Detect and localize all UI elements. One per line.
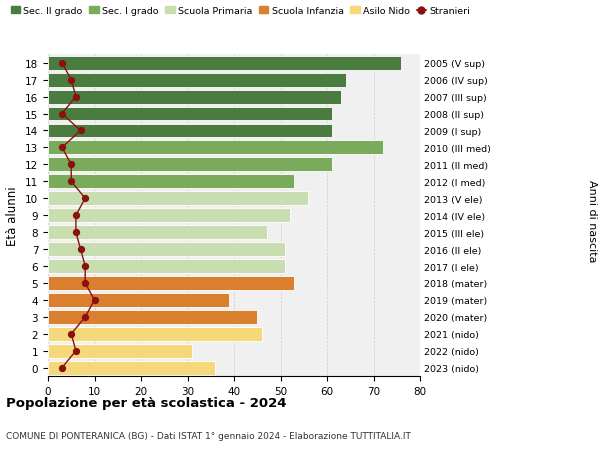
Point <box>80 280 90 287</box>
Text: Popolazione per età scolastica - 2024: Popolazione per età scolastica - 2024 <box>6 396 287 409</box>
Point <box>71 229 81 236</box>
Bar <box>48 141 383 155</box>
Bar <box>48 124 332 138</box>
Point <box>76 128 85 135</box>
Point <box>67 330 76 338</box>
Bar <box>48 158 332 172</box>
Point <box>57 145 67 152</box>
Bar <box>48 56 401 71</box>
Point <box>80 263 90 270</box>
Bar <box>48 259 285 274</box>
Bar <box>48 276 295 290</box>
Bar <box>48 310 257 324</box>
Point <box>57 60 67 67</box>
Point <box>67 77 76 84</box>
Legend: Sec. II grado, Sec. I grado, Scuola Primaria, Scuola Infanzia, Asilo Nido, Stran: Sec. II grado, Sec. I grado, Scuola Prim… <box>11 7 470 16</box>
Point <box>90 297 100 304</box>
Bar <box>48 327 262 341</box>
Point <box>57 364 67 372</box>
Point <box>71 94 81 101</box>
Bar <box>48 209 290 223</box>
Text: Anni di nascita: Anni di nascita <box>587 179 597 262</box>
Point <box>67 178 76 185</box>
Bar <box>48 361 215 375</box>
Bar <box>48 243 285 257</box>
Bar <box>48 192 308 206</box>
Bar <box>48 344 192 358</box>
Point <box>80 313 90 321</box>
Bar <box>48 293 229 307</box>
Bar <box>48 226 266 240</box>
Point <box>76 246 85 253</box>
Bar <box>48 90 341 104</box>
Text: COMUNE DI PONTERANICA (BG) - Dati ISTAT 1° gennaio 2024 - Elaborazione TUTTITALI: COMUNE DI PONTERANICA (BG) - Dati ISTAT … <box>6 431 411 440</box>
Y-axis label: Età alunni: Età alunni <box>7 186 19 246</box>
Bar <box>48 175 295 189</box>
Point <box>71 212 81 219</box>
Point <box>80 195 90 202</box>
Point <box>67 161 76 168</box>
Bar <box>48 73 346 87</box>
Point <box>71 347 81 355</box>
Point <box>57 111 67 118</box>
Bar <box>48 107 332 121</box>
